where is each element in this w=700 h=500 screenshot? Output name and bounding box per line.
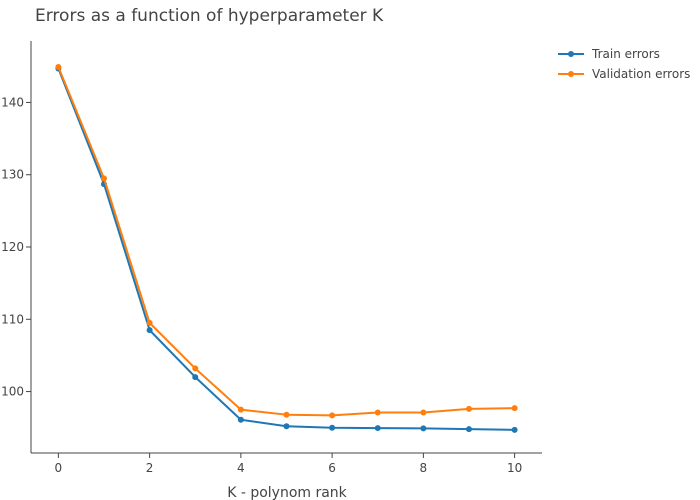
y-tick-label: 100 xyxy=(1,385,24,399)
series-1 xyxy=(55,64,518,419)
legend-label: Validation errors xyxy=(592,67,690,81)
data-point xyxy=(237,416,244,423)
x-tick-label: 8 xyxy=(420,461,428,475)
x-tick-label: 4 xyxy=(237,461,245,475)
data-point xyxy=(237,406,244,413)
data-point xyxy=(146,319,153,326)
data-point xyxy=(466,405,472,412)
x-tick-label: 6 xyxy=(328,461,336,475)
y-tick-label: 140 xyxy=(1,95,24,109)
legend-item[interactable]: Train errors xyxy=(558,47,660,61)
data-point xyxy=(374,409,381,416)
x-tick-label: 0 xyxy=(55,461,63,475)
data-point xyxy=(283,423,290,430)
legend-swatch-marker xyxy=(568,51,574,57)
data-point xyxy=(192,374,199,381)
x-tick-label: 10 xyxy=(507,461,522,475)
legend-swatch-marker xyxy=(568,71,574,77)
data-point xyxy=(511,405,518,412)
data-point xyxy=(329,412,336,419)
x-axis-title: K - polynom rank xyxy=(227,485,347,500)
data-point xyxy=(283,411,290,418)
data-point xyxy=(420,425,427,432)
data-point xyxy=(329,424,336,431)
data-point xyxy=(466,426,472,433)
data-point xyxy=(511,426,518,433)
data-point xyxy=(192,365,199,372)
data-point xyxy=(374,425,381,432)
chart-title: Errors as a function of hyperparameter K xyxy=(35,6,384,26)
legend[interactable]: Train errors Validation errors xyxy=(558,47,690,81)
series-line xyxy=(57,66,515,417)
data-point xyxy=(101,175,107,182)
data-point xyxy=(146,327,153,334)
series-0 xyxy=(55,65,518,433)
y-tick-label: 110 xyxy=(1,312,24,326)
data-point xyxy=(420,409,427,416)
data-point xyxy=(55,64,62,71)
y-tick-label: 120 xyxy=(1,240,24,254)
legend-item[interactable]: Validation errors xyxy=(558,67,690,81)
series-layer xyxy=(55,64,518,433)
y-tick-label: 130 xyxy=(1,168,24,182)
axes: 0 2 4 6 8 10 100 110 120 130 140 xyxy=(1,41,542,475)
x-tick-label: 2 xyxy=(146,461,154,475)
legend-label: Train errors xyxy=(591,47,660,61)
